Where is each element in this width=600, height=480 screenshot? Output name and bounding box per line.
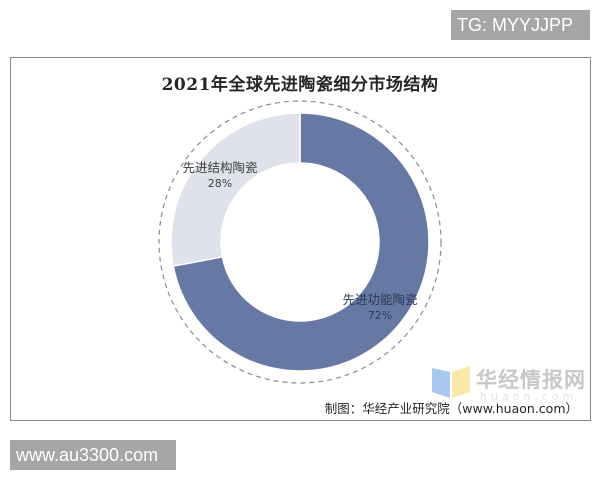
- slice-label-name: 先进功能陶瓷: [342, 292, 418, 307]
- watermark-sub: huaon.com: [480, 390, 578, 403]
- dashed-ring: [158, 100, 442, 384]
- source-credit: 制图：华经产业研究院（www.huaon.com）: [324, 401, 578, 416]
- slice-label-structural: 先进结构陶瓷 28%: [170, 160, 270, 192]
- slice-label-functional: 先进功能陶瓷 72%: [328, 292, 432, 324]
- watermark-brand: 华经情报网: [476, 368, 586, 392]
- slice-label-name: 先进结构陶瓷: [182, 160, 258, 175]
- site-watermark-badge: www.au3300.com: [10, 440, 176, 470]
- donut-slice-structural: [170, 112, 301, 268]
- slice-label-pct: 72%: [367, 309, 393, 322]
- chart-title: 2021年全球先进陶瓷细分市场结构: [161, 75, 439, 95]
- donut-slice-functional: [172, 112, 430, 372]
- slice-label-pct: 28%: [207, 177, 233, 190]
- huaon-logo-icon: [432, 366, 470, 398]
- tg-watermark-badge: TG: MYYJJPP: [451, 10, 590, 40]
